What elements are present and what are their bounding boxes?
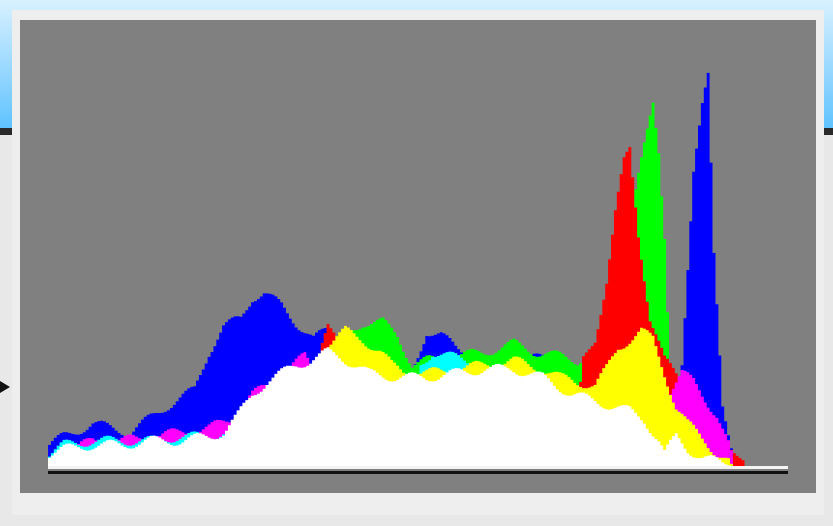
histogram-layer-6 [48,347,788,466]
histogram-baseline [48,471,788,474]
histogram-layers [48,72,788,467]
triangle-right-pointer-icon [0,381,10,393]
histogram-baseline-light [48,466,788,469]
histogram-layer-0 [48,72,788,467]
histogram-chart [20,20,816,493]
